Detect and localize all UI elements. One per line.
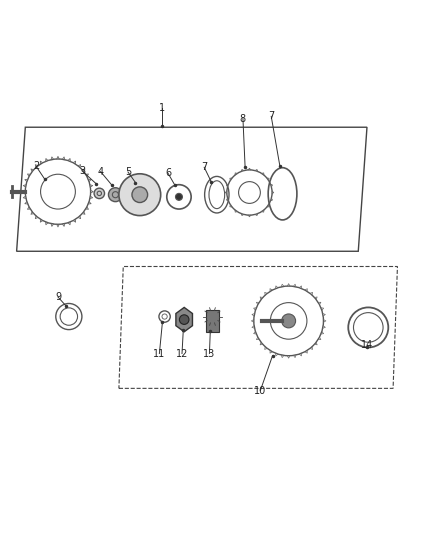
Polygon shape [176, 308, 192, 332]
Circle shape [109, 188, 122, 201]
Circle shape [132, 187, 148, 203]
Text: 10: 10 [254, 385, 266, 395]
Text: 12: 12 [176, 349, 188, 359]
Text: 4: 4 [98, 167, 104, 176]
Text: 8: 8 [240, 114, 246, 124]
Circle shape [282, 314, 296, 328]
Circle shape [176, 193, 183, 200]
Text: 7: 7 [201, 162, 207, 172]
Text: 11: 11 [153, 349, 166, 359]
Text: 2: 2 [33, 161, 39, 172]
Circle shape [94, 188, 105, 199]
Text: 3: 3 [79, 166, 85, 176]
Text: 5: 5 [125, 167, 131, 177]
Text: 9: 9 [55, 292, 61, 302]
Text: 7: 7 [268, 111, 274, 122]
Text: 1: 1 [159, 103, 166, 112]
Circle shape [119, 174, 161, 215]
Text: 14: 14 [361, 340, 373, 350]
Bar [206, 310, 219, 332]
Text: 6: 6 [165, 168, 171, 179]
Text: 13: 13 [203, 349, 215, 359]
Circle shape [180, 315, 189, 325]
